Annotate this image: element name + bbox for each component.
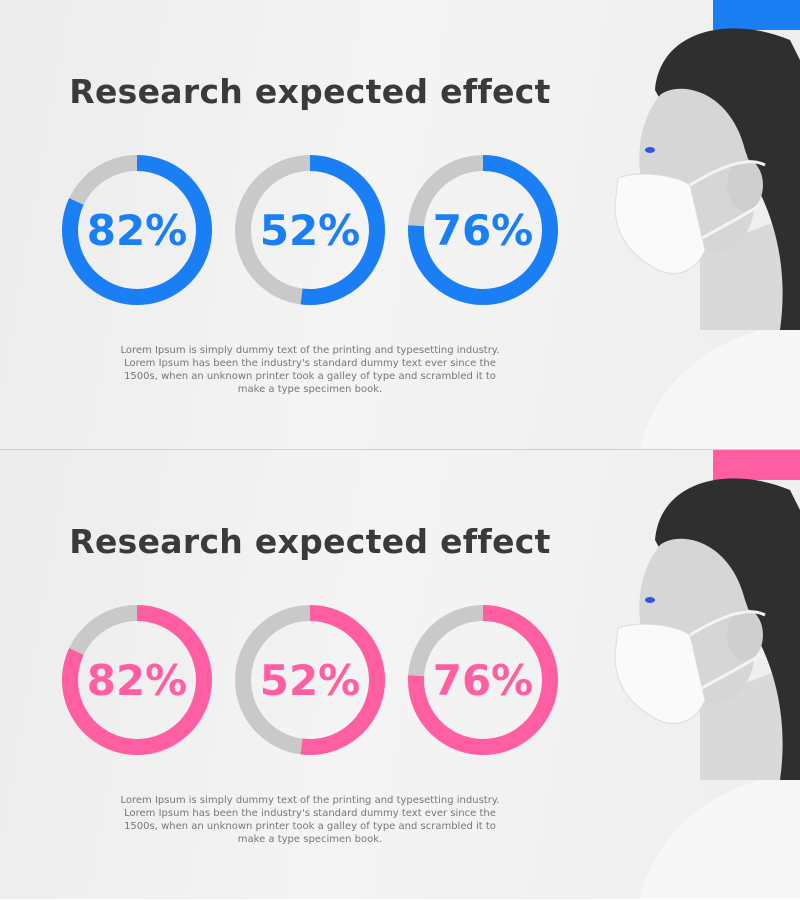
donut-arc — [62, 605, 212, 755]
slide-graphics: 82% 52% 76% — [62, 450, 800, 899]
figure-ear — [727, 609, 763, 661]
donut-arc — [300, 605, 385, 755]
slide-title: Research expected effect — [69, 72, 551, 111]
separator — [0, 449, 800, 450]
slide-graphics: 82% 52% 76% — [62, 0, 800, 449]
accent-block — [713, 450, 800, 480]
figure-shoulder — [640, 775, 800, 899]
figure-mask-strap — [689, 610, 766, 690]
donut-arc — [300, 155, 385, 305]
slide-title: Research expected effect — [69, 522, 551, 561]
donut-arc — [408, 605, 558, 755]
donut-label: 82% — [87, 656, 188, 705]
slide: 82% 52% 76% Research expected effect Lorem I… — [0, 0, 800, 449]
figure-shoulder — [640, 325, 800, 449]
figure-mask — [614, 623, 706, 724]
figure-ear — [727, 159, 763, 211]
donut-label: 52% — [260, 656, 361, 705]
figure-eye — [645, 597, 655, 603]
donut-label: 76% — [433, 656, 534, 705]
figure-mask — [614, 173, 706, 274]
donut-label: 82% — [87, 206, 188, 255]
donut-label: 52% — [260, 206, 361, 255]
figure-mask-strap — [689, 160, 766, 240]
donut-arc — [62, 155, 212, 305]
donut-arc — [408, 155, 558, 305]
figure-eye — [645, 147, 655, 153]
slide-caption: Lorem Ipsum is simply dummy text of the … — [120, 345, 500, 395]
donut-label: 76% — [433, 206, 534, 255]
slide: 82% 52% 76% Research expected effect Lorem I… — [0, 450, 800, 899]
slide-caption: Lorem Ipsum is simply dummy text of the … — [120, 795, 500, 845]
accent-block — [713, 0, 800, 30]
